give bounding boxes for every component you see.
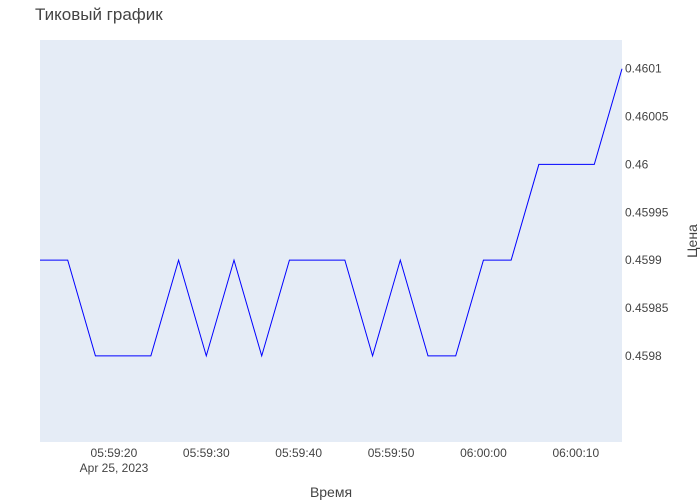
x-tick-label: 05:59:30 [183, 446, 230, 460]
y-axis-ticks: 0.4598 0.45985 0.4599 0.45995 0.46 0.46005 0.4… [625, 62, 669, 363]
y-tick-label: 0.4601 [625, 62, 662, 76]
x-axis-date-label: Apr 25, 2023 [80, 461, 149, 475]
x-tick-label: 05:59:20 [91, 446, 138, 460]
y-tick-label: 0.4598 [625, 349, 662, 363]
x-tick-label: 05:59:40 [275, 446, 322, 460]
x-tick-label: 06:00:00 [460, 446, 507, 460]
series-line-0[interactable] [40, 68, 623, 358]
x-axis-title: Время [310, 484, 352, 500]
x-tick-label: 06:00:10 [552, 446, 599, 460]
x-axis-ticks: 05:59:20 05:59:30 05:59:40 05:59:50 06:00:00… [91, 446, 600, 460]
x-tick-label: 05:59:50 [368, 446, 415, 460]
y-tick-label: 0.4599 [625, 253, 662, 267]
series-layer [40, 68, 623, 358]
y-tick-label: 0.46 [625, 157, 649, 171]
y-tick-label: 0.45995 [625, 205, 669, 219]
y-tick-label: 0.45985 [625, 301, 669, 315]
chart-title: Тиковый график [35, 5, 163, 24]
y-tick-label: 0.46005 [625, 110, 669, 124]
y-axis-title: Цена [684, 224, 700, 258]
plot-area[interactable] [40, 40, 622, 442]
